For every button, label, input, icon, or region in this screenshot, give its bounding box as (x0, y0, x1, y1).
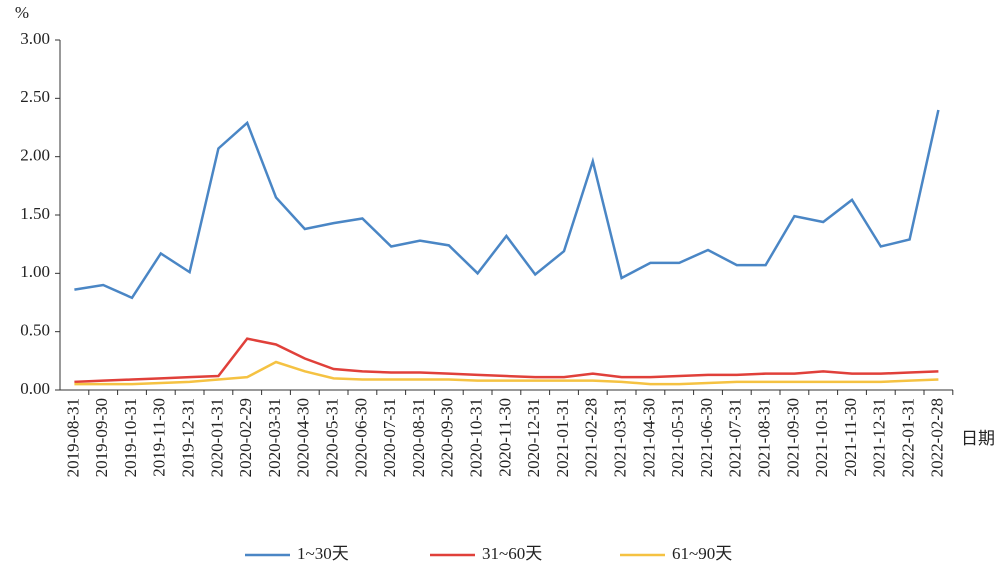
y-tick-label: 1.00 (20, 262, 50, 281)
x-tick-label: 2019-08-31 (63, 398, 82, 477)
y-axis-label: % (15, 3, 29, 22)
x-tick-label: 2020-05-31 (323, 398, 342, 477)
x-tick-label: 2020-12-31 (524, 398, 543, 477)
series-line (74, 360, 939, 386)
series-line (74, 337, 939, 384)
x-tick-label: 2019-12-31 (179, 398, 198, 477)
x-tick-label: 2020-03-31 (265, 398, 284, 477)
x-tick-label: 2021-03-31 (611, 398, 630, 477)
x-tick-label: 2020-10-31 (467, 398, 486, 477)
x-tick-label: 2020-02-29 (236, 398, 255, 477)
x-tick-label: 2021-10-31 (812, 398, 831, 477)
x-tick-label: 2021-01-31 (553, 398, 572, 477)
x-tick-label: 2021-12-31 (870, 398, 889, 477)
x-tick-label: 2021-02-28 (582, 398, 601, 477)
x-tick-label: 2021-11-30 (841, 398, 860, 477)
y-tick-label: 2.00 (20, 146, 50, 165)
x-tick-label: 2021-05-31 (668, 398, 687, 477)
x-tick-label: 2019-10-31 (121, 398, 140, 477)
x-tick-label: 2019-11-30 (150, 398, 169, 477)
y-tick-label: 1.50 (20, 204, 50, 223)
x-tick-label: 2022-02-28 (927, 398, 946, 477)
x-tick-label: 2020-06-30 (351, 398, 370, 477)
x-tick-label: 2021-07-31 (726, 398, 745, 477)
y-tick-label: 2.50 (20, 87, 50, 106)
x-tick-label: 2022-01-31 (899, 398, 918, 477)
x-axis-label: 日期 (961, 429, 995, 448)
x-tick-label: 2021-04-30 (639, 398, 658, 477)
x-tick-label: 2020-07-31 (380, 398, 399, 477)
series-line (74, 109, 940, 300)
x-tick-label: 2021-08-31 (755, 398, 774, 477)
y-tick-label: 0.00 (20, 379, 50, 398)
legend-label: 31~60天 (482, 544, 542, 563)
x-tick-label: 2020-08-31 (409, 398, 428, 477)
legend-label: 1~30天 (297, 544, 349, 563)
y-tick-label: 3.00 (20, 29, 50, 48)
x-tick-label: 2020-01-31 (207, 398, 226, 477)
x-tick-label: 2020-11-30 (495, 398, 514, 477)
x-tick-label: 2019-09-30 (92, 398, 111, 477)
legend-label: 61~90天 (672, 544, 732, 563)
x-tick-label: 2020-04-30 (294, 398, 313, 477)
x-tick-label: 2021-06-30 (697, 398, 716, 477)
y-tick-label: 0.50 (20, 321, 50, 340)
x-tick-label: 2020-09-30 (438, 398, 457, 477)
x-tick-label: 2021-09-30 (783, 398, 802, 477)
